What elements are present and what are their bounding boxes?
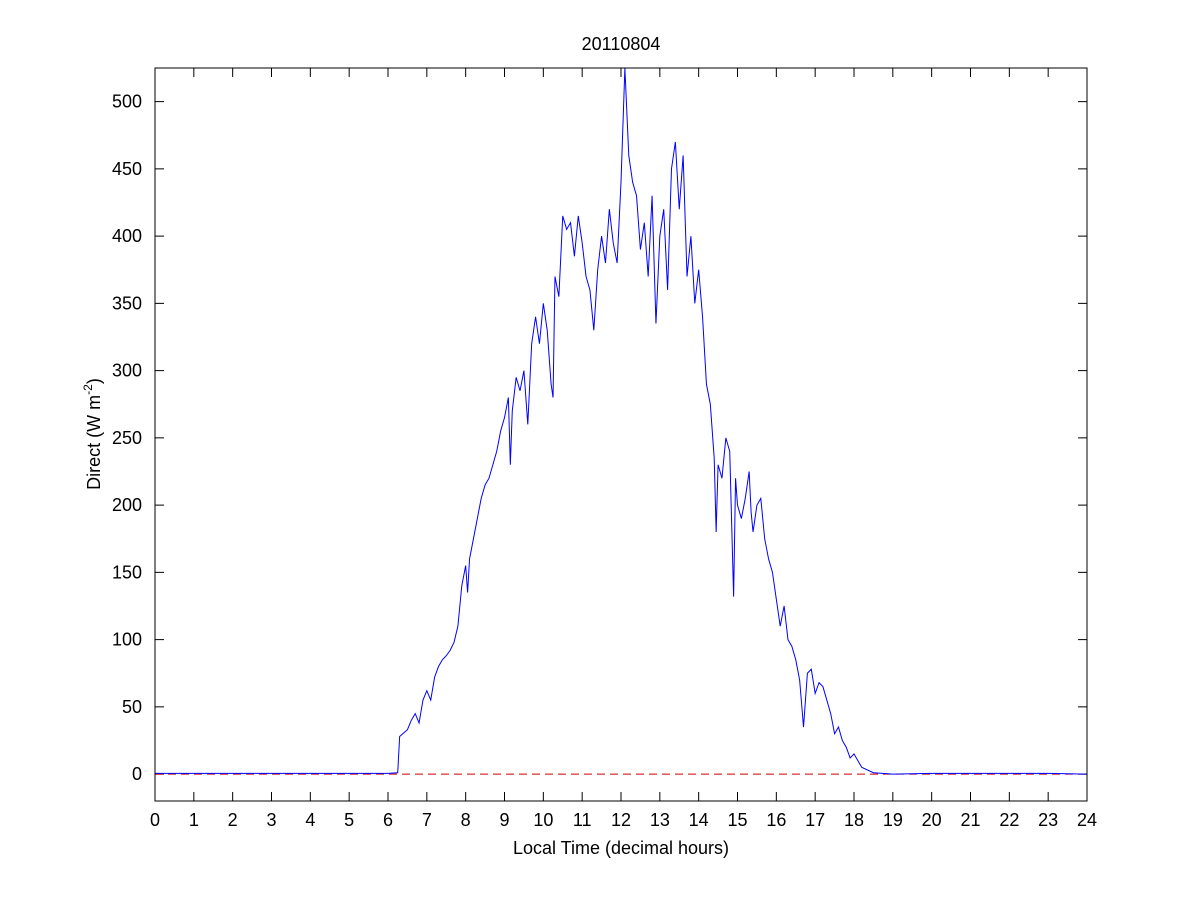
y-tick-label: 250 <box>112 428 142 448</box>
y-tick-label: 500 <box>112 92 142 112</box>
x-tick-label: 20 <box>922 810 942 830</box>
x-tick-label: 3 <box>266 810 276 830</box>
x-tick-label: 21 <box>960 810 980 830</box>
x-tick-label: 16 <box>766 810 786 830</box>
x-tick-label: 23 <box>1038 810 1058 830</box>
x-tick-label: 1 <box>189 810 199 830</box>
x-tick-label: 12 <box>611 810 631 830</box>
y-axis-label-main: Direct (W m <box>84 395 104 490</box>
x-tick-label: 15 <box>727 810 747 830</box>
chart-title: 20110804 <box>582 34 661 54</box>
x-tick-label: 18 <box>844 810 864 830</box>
x-tick-label: 22 <box>999 810 1019 830</box>
x-tick-label: 17 <box>805 810 825 830</box>
y-axis-label-sup: -2 <box>81 384 95 395</box>
x-tick-label: 13 <box>650 810 670 830</box>
x-tick-label: 4 <box>305 810 315 830</box>
y-tick-label: 300 <box>112 361 142 381</box>
x-axis-label: Local Time (decimal hours) <box>513 838 729 858</box>
x-tick-label: 10 <box>533 810 553 830</box>
x-tick-label: 2 <box>228 810 238 830</box>
y-tick-label: 400 <box>112 226 142 246</box>
x-tick-label: 7 <box>422 810 432 830</box>
x-tick-label: 11 <box>573 810 592 830</box>
x-tick-label: 19 <box>883 810 903 830</box>
y-tick-label: 450 <box>112 159 142 179</box>
x-tick-label: 8 <box>461 810 471 830</box>
x-tick-label: 5 <box>344 810 354 830</box>
y-axis-label-end: ) <box>84 378 104 384</box>
x-tick-label: 9 <box>499 810 509 830</box>
y-axis-label: Direct (W m-2) <box>81 378 104 490</box>
plot-frame <box>154 67 1088 802</box>
x-tick-label: 0 <box>150 810 160 830</box>
y-tick-label: 350 <box>112 293 142 313</box>
data-line <box>155 67 1088 775</box>
y-tick-label: 150 <box>112 562 142 582</box>
x-tick-label: 14 <box>689 810 709 830</box>
y-tick-label: 0 <box>132 764 142 784</box>
y-tick-label: 100 <box>112 630 142 650</box>
y-tick-label: 200 <box>112 495 142 515</box>
y-tick-label: 50 <box>122 697 142 717</box>
x-tick-label: 6 <box>383 810 393 830</box>
x-tick-label: 24 <box>1077 810 1097 830</box>
